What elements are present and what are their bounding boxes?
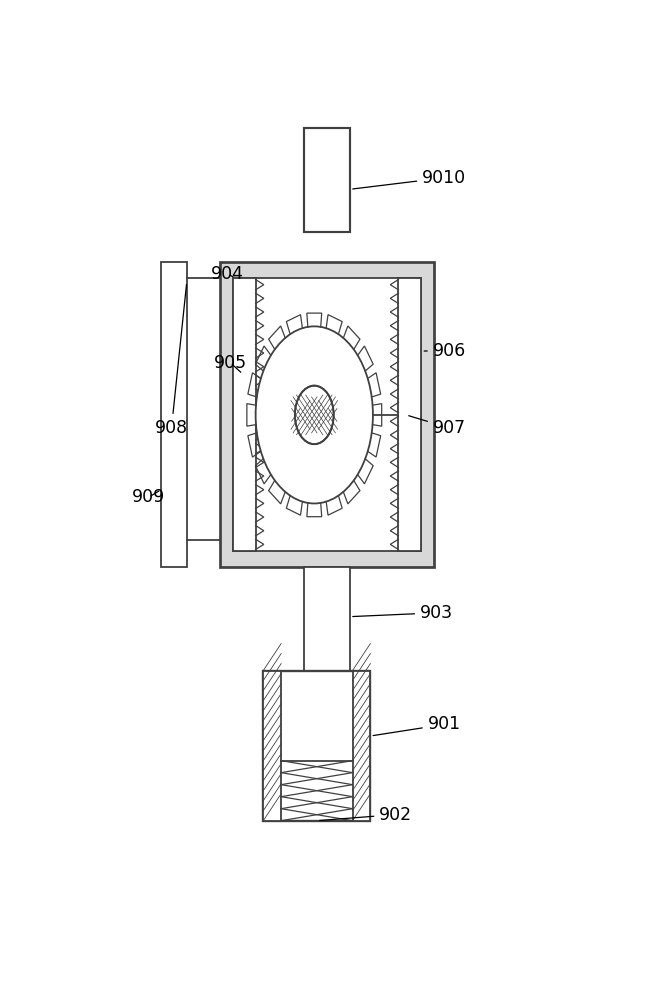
Text: 904: 904	[211, 265, 244, 283]
Text: 905: 905	[214, 354, 247, 372]
Bar	[233, 278, 421, 551]
Bar	[161, 262, 187, 567]
Text: 902: 902	[320, 806, 413, 824]
Bar	[399, 278, 421, 551]
Bar	[233, 278, 255, 551]
Bar	[263, 671, 281, 821]
Text: 907: 907	[409, 416, 466, 437]
Bar	[304, 128, 350, 232]
Text: 906: 906	[424, 342, 466, 360]
Circle shape	[256, 326, 373, 503]
Text: 908: 908	[155, 284, 188, 437]
Text: 903: 903	[353, 604, 453, 622]
Text: 9010: 9010	[353, 169, 467, 189]
Bar	[304, 567, 350, 671]
Text: 901: 901	[373, 715, 461, 736]
Bar	[353, 671, 370, 821]
Bar	[220, 262, 434, 567]
Bar	[263, 671, 370, 821]
Circle shape	[295, 386, 334, 444]
Text: 909: 909	[132, 488, 165, 506]
